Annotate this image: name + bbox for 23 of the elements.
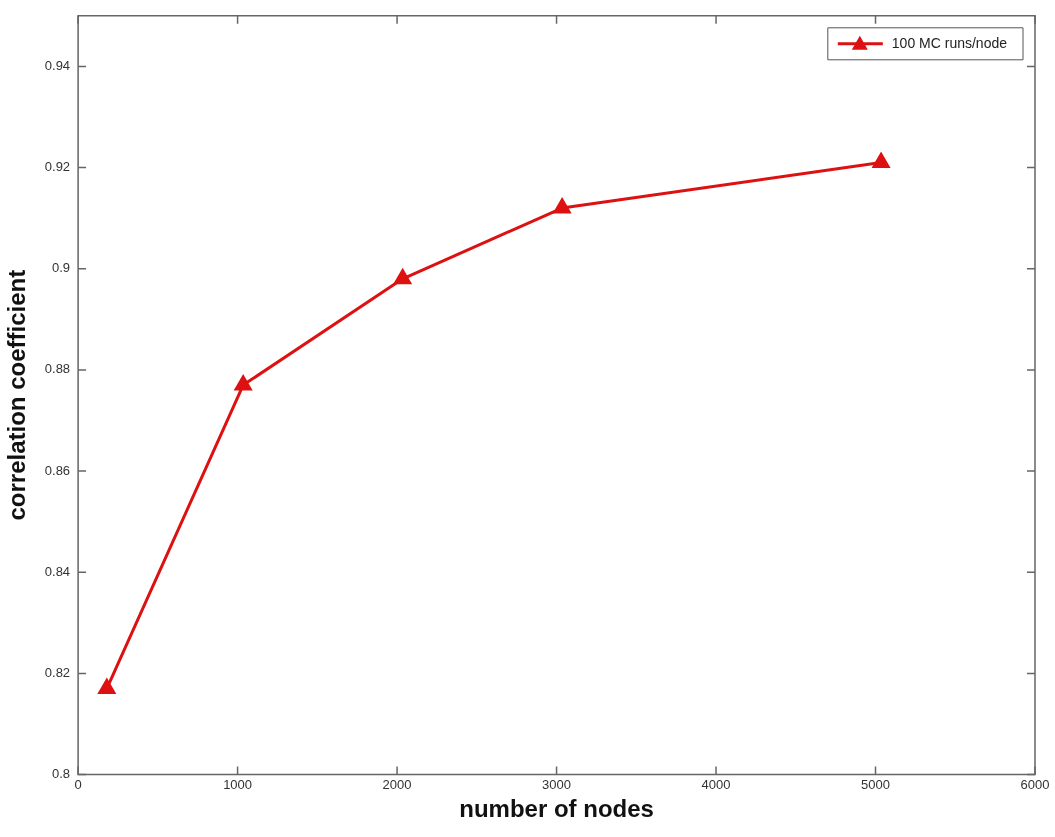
y-tick-label: 0.8 <box>52 766 71 782</box>
x-tick-label: 6000 <box>1020 776 1050 792</box>
x-axis-title: number of nodes <box>459 795 654 823</box>
x-tick-label: 3000 <box>542 776 572 792</box>
x-tick-label: 4000 <box>701 776 731 792</box>
point <box>553 198 571 214</box>
x-tick-label: 1000 <box>223 776 253 792</box>
y-tick-label: 0.86 <box>44 462 71 478</box>
point <box>234 375 252 391</box>
legend-label: 100 MC runs/node <box>891 34 1008 51</box>
point <box>872 153 890 168</box>
y-tick-label: 0.9 <box>52 260 71 276</box>
y-tick-label: 0.84 <box>44 563 71 579</box>
y-tick-label: 0.92 <box>44 159 71 175</box>
y-axis-title: correlation coefficient <box>3 269 31 521</box>
point <box>98 679 116 695</box>
x-tick-label: 5000 <box>861 776 890 792</box>
y-tick-label: 0.94 <box>44 57 71 73</box>
x-tick-label: 2000 <box>382 776 412 792</box>
y-tick-label: 0.88 <box>44 361 71 377</box>
x-tick-label: 0 <box>74 776 82 792</box>
y-tick-label: 0.82 <box>44 665 71 680</box>
point <box>394 269 412 285</box>
